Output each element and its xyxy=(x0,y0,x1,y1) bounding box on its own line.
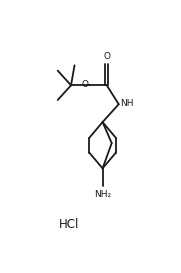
Text: HCl: HCl xyxy=(59,218,79,231)
Text: O: O xyxy=(103,52,110,61)
Text: NH₂: NH₂ xyxy=(94,190,111,199)
Text: O: O xyxy=(82,80,89,89)
Text: NH: NH xyxy=(120,99,133,108)
